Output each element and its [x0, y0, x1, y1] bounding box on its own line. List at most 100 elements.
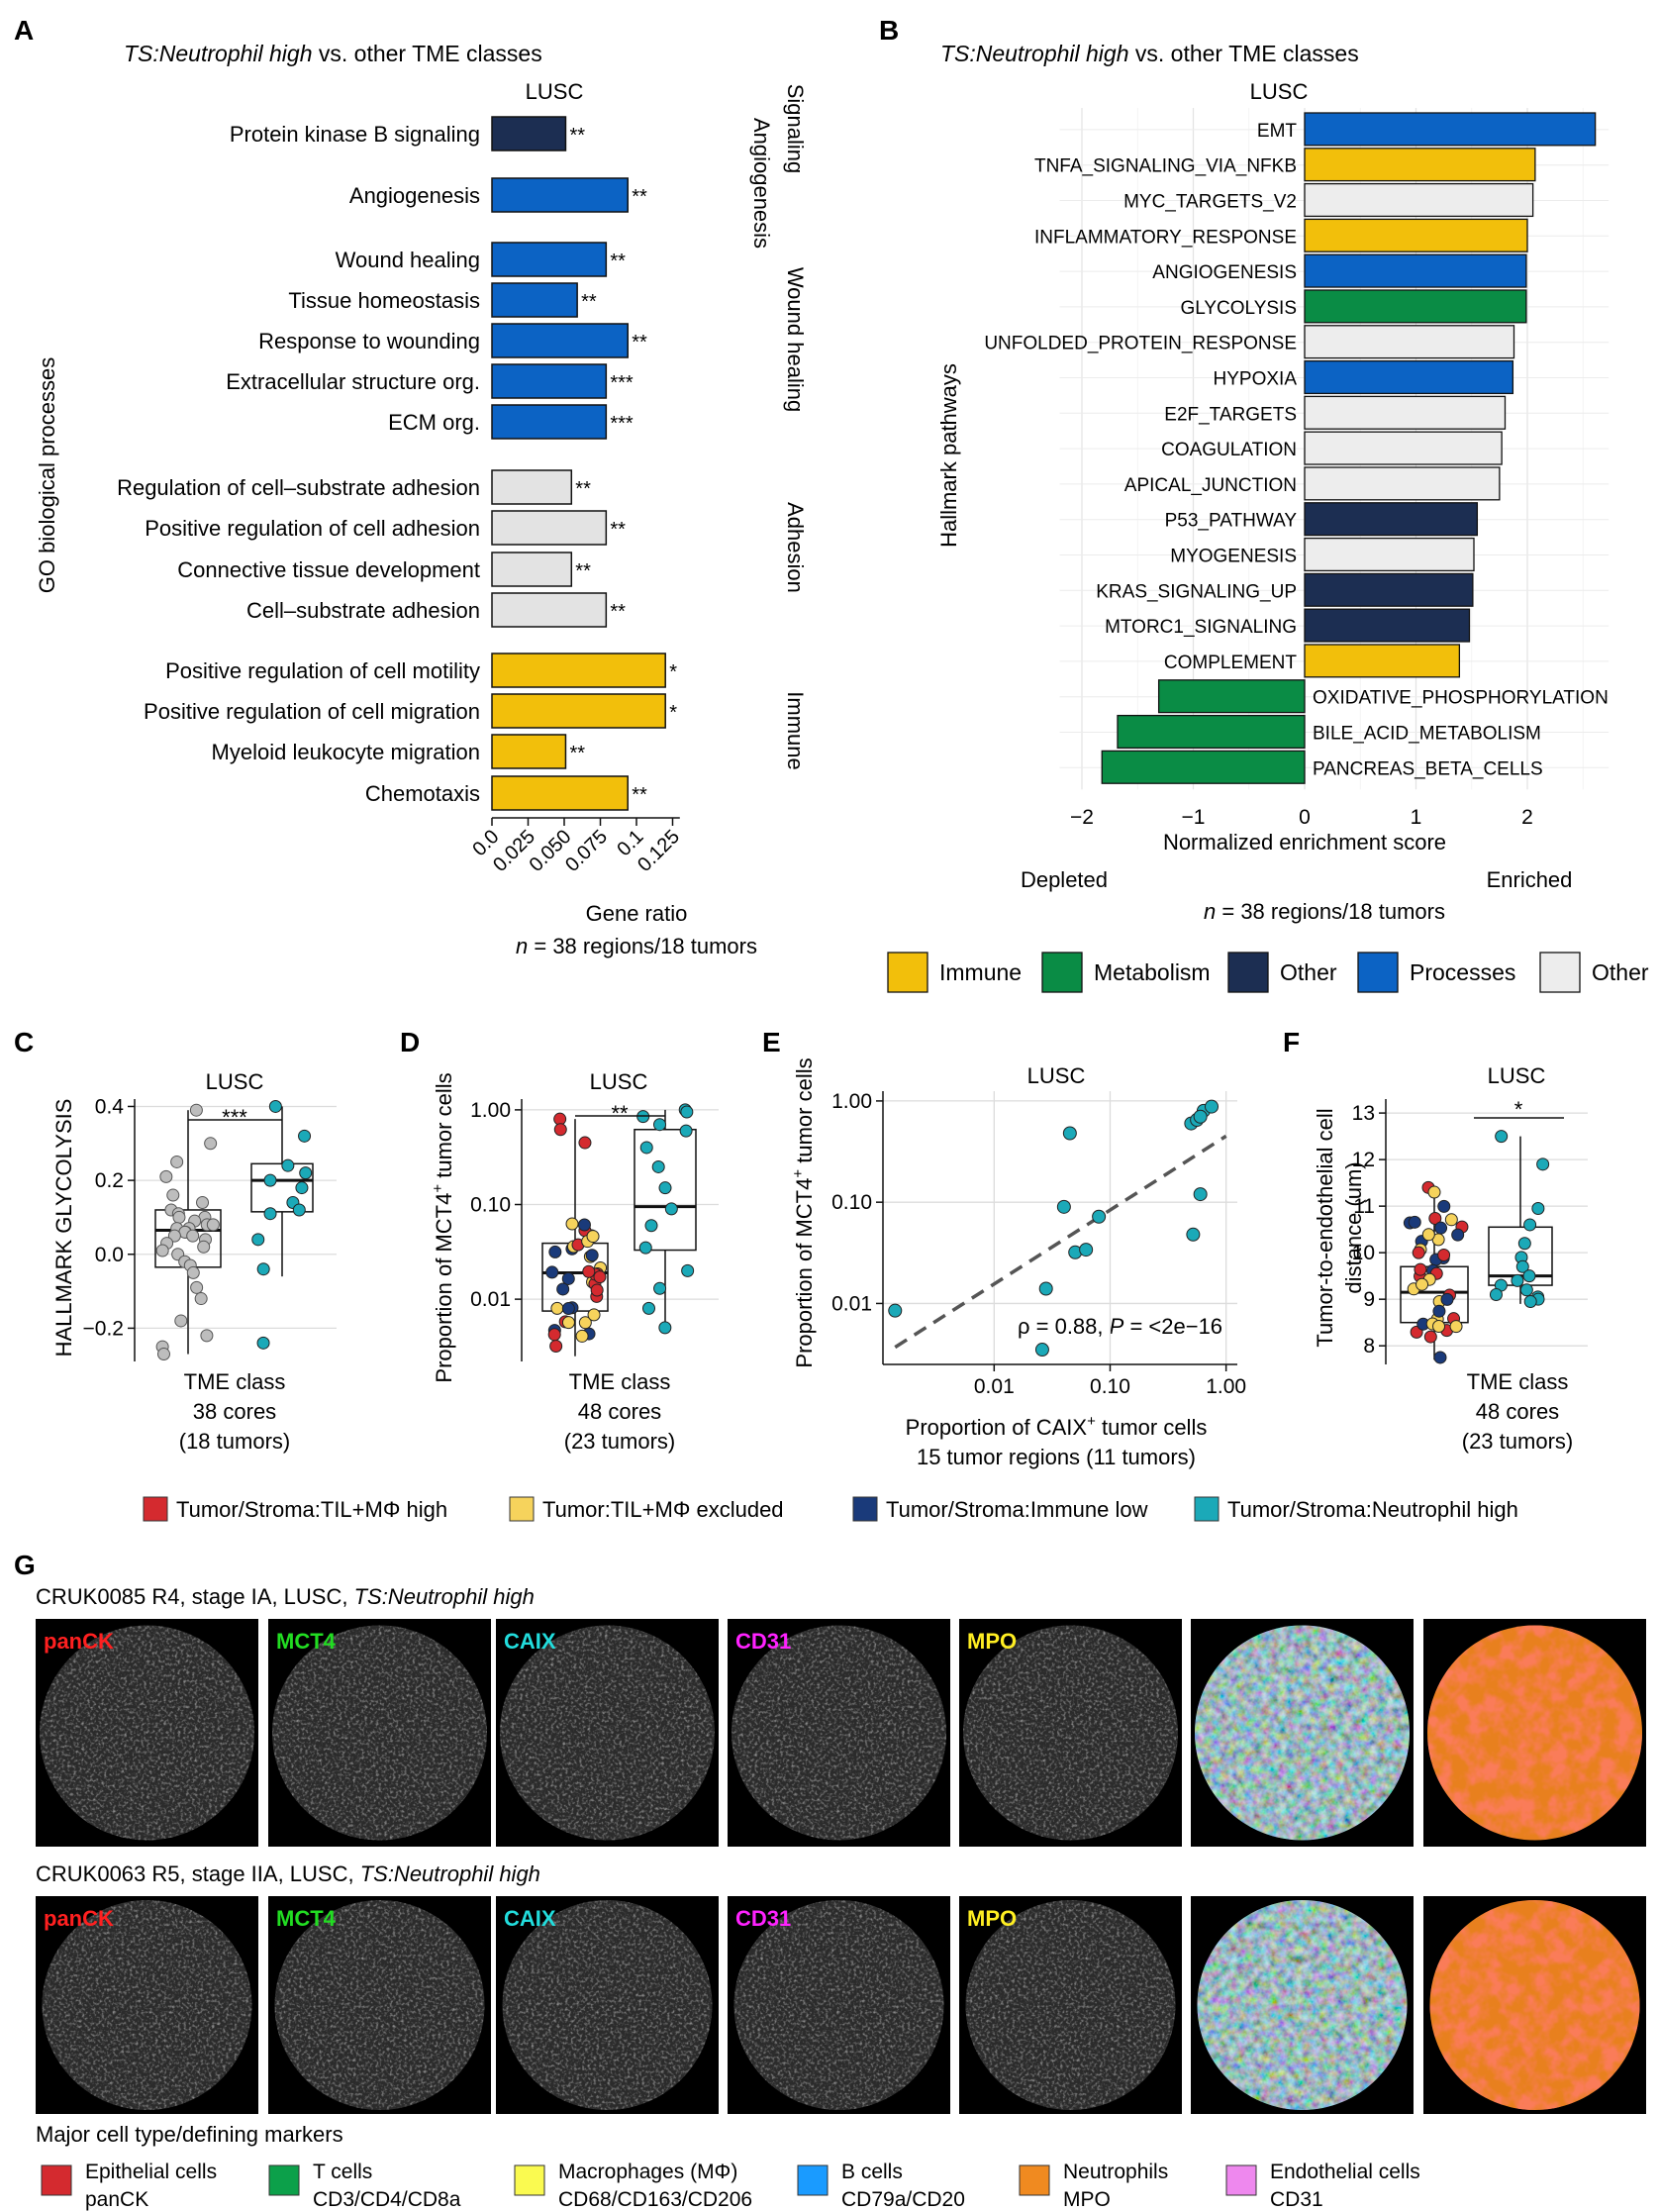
y-tick-label: 11 [1353, 1195, 1375, 1218]
data-point [664, 1202, 678, 1216]
hallmark-bar-label: GLYCOLYSIS [1180, 298, 1297, 319]
tissue-texture [272, 1626, 487, 1841]
data-point [186, 1229, 200, 1243]
hallmark-bar [1304, 253, 1527, 288]
panel-c-boxplot: −0.2 0.0 0.2 0.4 *** [83, 1095, 337, 1361]
data-point [200, 1329, 214, 1343]
go-bar-label: Positive regulation of cell adhesion [145, 516, 480, 541]
hallmark-bar [1304, 431, 1503, 465]
x-axis-label-line: (23 tumors) [1462, 1429, 1573, 1454]
legend-label-line1: T cells [313, 2161, 372, 2183]
regression-line [894, 1134, 1227, 1350]
legend-swatch [1041, 952, 1083, 993]
data-point [1444, 1213, 1458, 1227]
data-point [1495, 1130, 1509, 1144]
data-point [1511, 1273, 1524, 1287]
data-point [1428, 1212, 1442, 1226]
go-bar [491, 653, 666, 688]
hallmark-bar-label: MYC_TARGETS_V2 [1123, 192, 1297, 213]
y-tick-label: 0.10 [470, 1194, 511, 1217]
panel-b-ylabel: Hallmark pathways [936, 363, 961, 548]
go-group-label: Signaling [783, 84, 808, 174]
go-bar-label: Tissue homeostasis [288, 288, 480, 313]
panel-c-letter: C [14, 1027, 34, 1057]
go-bar-label: Protein kinase B signaling [230, 122, 480, 147]
data-point [651, 1159, 665, 1173]
hallmark-bar-label: TNFA_SIGNALING_VIA_NFKB [1034, 156, 1297, 177]
panel-d-letter: D [400, 1027, 420, 1057]
go-bar [491, 242, 608, 277]
go-bar-significance: ** [610, 251, 626, 272]
panel-a-title: TS:Neutrophil high vs. other TME classes [124, 41, 542, 66]
data-point [575, 1329, 589, 1343]
data-point [1522, 1269, 1536, 1283]
channel-label: panCK [44, 1629, 114, 1654]
legend-label-line1: Neutrophils [1063, 2161, 1168, 2183]
hallmark-bar-label: EMT [1257, 121, 1298, 142]
channel-label: MPO [967, 1906, 1017, 1931]
legend-swatch [1539, 952, 1581, 993]
hallmark-bar-label: INFLAMMATORY_RESPONSE [1034, 227, 1297, 248]
hallmark-bar-label: BILE_ACID_METABOLISM [1313, 724, 1541, 745]
data-point [1205, 1099, 1220, 1114]
panel-e-letter: E [762, 1027, 781, 1057]
data-point [658, 1181, 672, 1195]
y-tick-label: 8 [1363, 1335, 1375, 1357]
y-tick-label: 0.01 [831, 1292, 872, 1315]
go-bar-significance: ** [575, 560, 591, 582]
tissue-texture [963, 1626, 1178, 1841]
celltype-map-texture [1427, 1626, 1642, 1841]
go-bar-label: Extracellular structure org. [226, 369, 480, 394]
legend-label: Other [1280, 959, 1337, 985]
go-bar-significance: * [669, 702, 677, 724]
data-point [189, 1103, 203, 1117]
x-axis-label-line: (18 tumors) [179, 1429, 290, 1454]
x-tick-label: 0 [1299, 806, 1311, 829]
x-axis-label-line: TME class [184, 1369, 286, 1394]
go-bar [491, 693, 666, 729]
data-point [590, 1283, 604, 1297]
hallmark-bar [1304, 359, 1514, 395]
data-point [292, 1203, 306, 1217]
panel-c-ylabel: HALLMARK GLYCOLYSIS [51, 1099, 76, 1357]
hallmark-bar [1304, 644, 1461, 678]
data-point [159, 1169, 173, 1183]
go-bar-label: Wound healing [336, 248, 480, 272]
go-bar [491, 116, 567, 151]
hallmark-bar [1117, 714, 1306, 750]
channel-label: CD31 [735, 1629, 791, 1654]
data-point [263, 1207, 277, 1221]
legend-swatch [41, 2164, 72, 2196]
x-axis-label-line: 38 cores [193, 1399, 276, 1424]
channel-label: MPO [967, 1629, 1017, 1654]
go-group-label: Angiogenesis [749, 118, 774, 249]
panel-b-hallmark-barchart: EMT TNFA_SIGNALING_VIA_NFKB MYC_TARGETS_V2… [984, 108, 1610, 829]
data-point [1437, 1199, 1451, 1213]
x-tick-label: −2 [1070, 806, 1094, 829]
hallmark-bar-label: P53_PATHWAY [1165, 511, 1298, 532]
x-axis-label-line: (23 tumors) [564, 1429, 675, 1454]
legend-label: Tumor/Stroma:Neutrophil high [1227, 1497, 1518, 1522]
data-point [156, 1348, 170, 1361]
data-point [578, 1316, 592, 1330]
legend-label-line2: CD31 [1270, 2188, 1323, 2211]
legend-label: Immune [939, 959, 1022, 985]
data-point [577, 1218, 591, 1232]
x-tick-label: 0.075 [561, 826, 612, 876]
y-tick-label: 0.2 [95, 1169, 124, 1192]
data-point [256, 1262, 270, 1276]
significance-stars: * [1514, 1097, 1523, 1122]
panel-b-subtitle: LUSC [1250, 79, 1309, 104]
hallmark-bar-label: ANGIOGENESIS [1152, 262, 1297, 283]
data-point [561, 1302, 575, 1316]
hallmark-bar-label: COAGULATION [1161, 440, 1297, 460]
data-point [556, 1282, 570, 1296]
tissue-texture [43, 1900, 252, 2110]
data-point [586, 1230, 600, 1244]
panel-b-title: TS:Neutrophil high vs. other TME classes [940, 41, 1359, 66]
cell-type-legend: Epithelial cells panCK T cells CD3/CD4/CD8a… [41, 2161, 1420, 2211]
y-axis-label-line: distance (um) [1341, 1161, 1366, 1293]
y-tick-label: 1.00 [470, 1099, 511, 1122]
tissue-texture [500, 1626, 715, 1841]
